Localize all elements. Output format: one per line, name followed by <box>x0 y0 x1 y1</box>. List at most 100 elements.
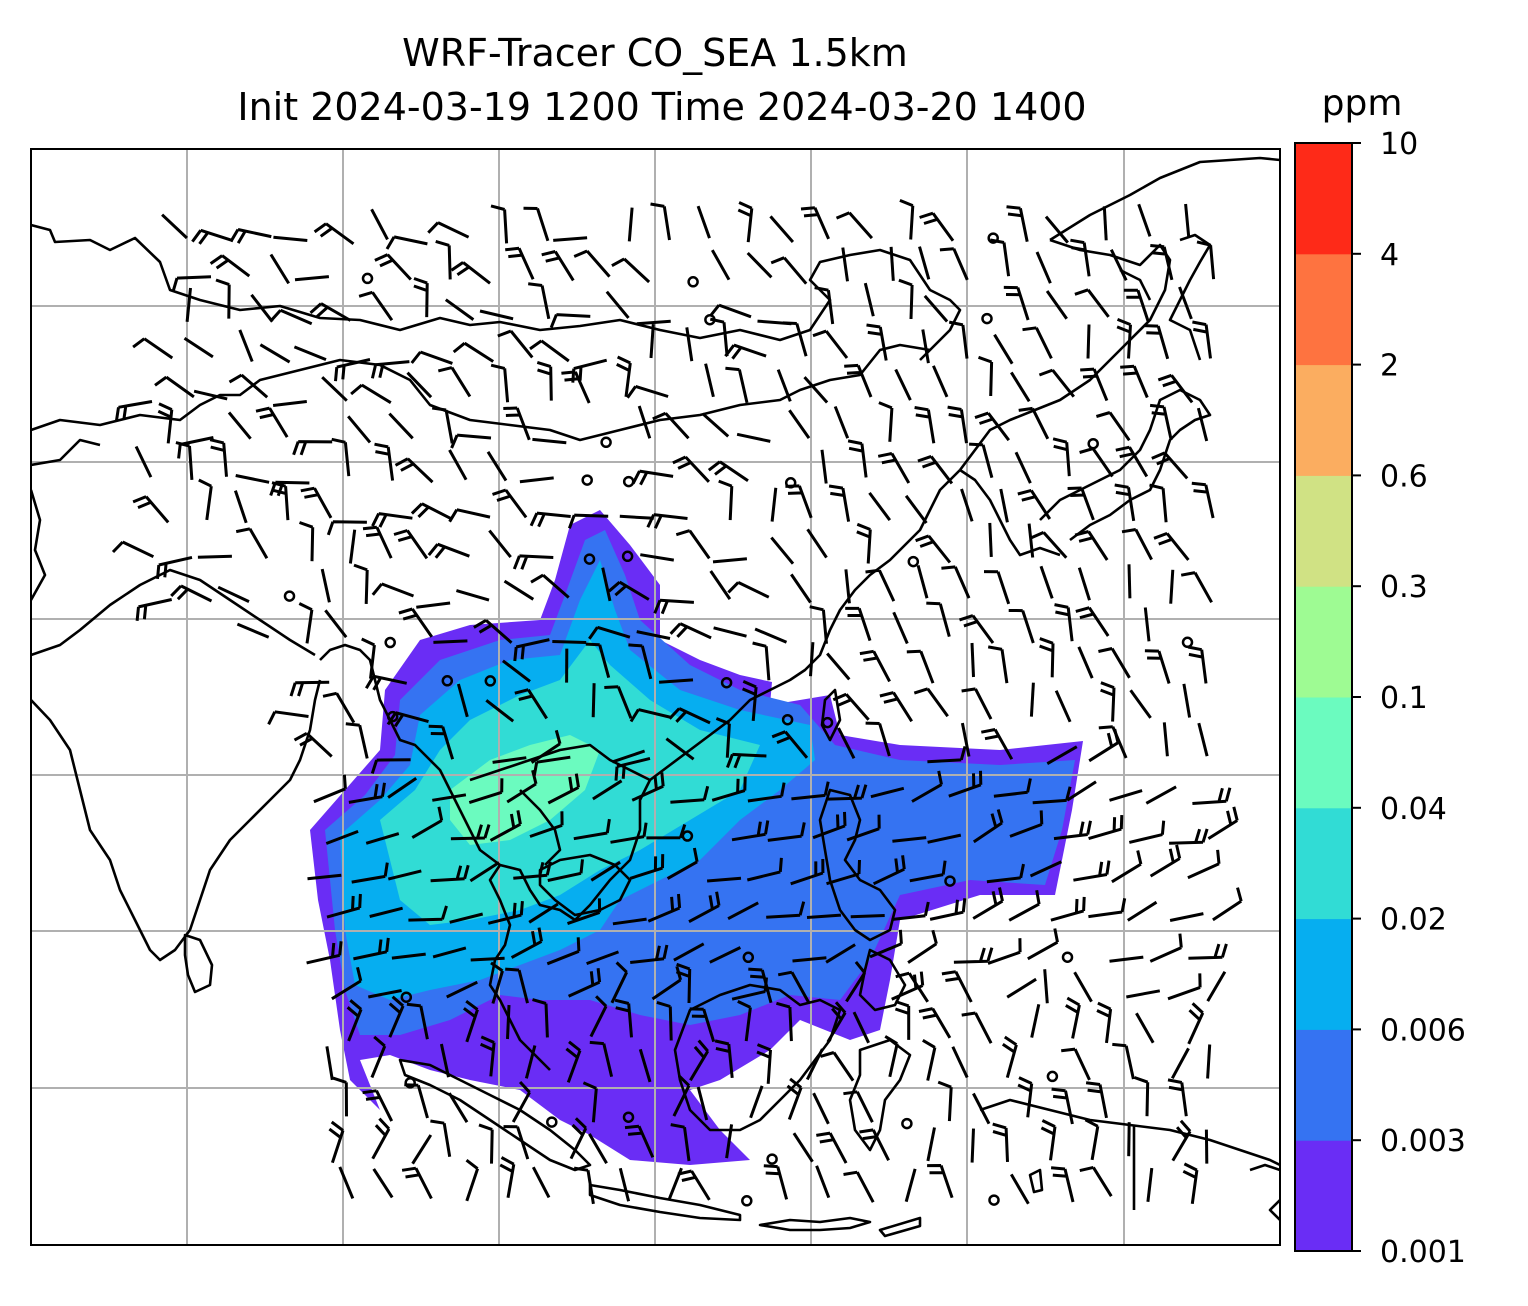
wind-barb <box>209 438 228 477</box>
wind-barb <box>770 256 808 285</box>
wind-barb <box>809 605 828 644</box>
wind-barb <box>1135 1012 1155 1044</box>
wind-barb <box>627 207 634 242</box>
wind-barb <box>490 204 509 244</box>
wind-barb <box>731 820 770 842</box>
wind-barb <box>1145 785 1177 805</box>
wind-barb <box>321 376 348 402</box>
wind-barb <box>549 313 591 329</box>
wind-barb <box>990 238 1011 277</box>
wind-barb <box>1084 1118 1100 1161</box>
calm-wind-marker <box>400 991 413 1003</box>
wind-barb <box>790 573 812 604</box>
wind-barb <box>941 970 973 1003</box>
wind-barb <box>675 962 692 1004</box>
wind-barb <box>1086 324 1091 359</box>
wind-barb <box>398 607 434 638</box>
wind-barb <box>1014 451 1032 484</box>
wind-barb <box>388 995 405 1038</box>
wind-barb <box>859 649 891 683</box>
wind-barb <box>601 567 612 602</box>
wind-barb <box>869 929 903 959</box>
wind-barb <box>228 373 269 399</box>
wind-barb <box>585 642 611 678</box>
wind-barb <box>528 282 551 320</box>
wind-barb <box>626 384 669 399</box>
wind-barb <box>404 1083 429 1119</box>
wind-barb <box>1079 447 1114 478</box>
wind-barb <box>638 1048 652 1083</box>
wind-barb <box>640 553 675 562</box>
colorbar-unit: ppm <box>1322 83 1403 124</box>
wind-barb <box>856 522 872 564</box>
wind-barb <box>413 277 429 318</box>
calm-wind-marker <box>622 1111 635 1123</box>
wind-barb <box>435 239 452 280</box>
wind-barb <box>1196 407 1209 442</box>
wind-barb <box>948 770 983 798</box>
wind-barb <box>473 619 513 644</box>
wind-barb <box>1073 860 1111 882</box>
wind-barb <box>1192 787 1232 805</box>
wind-barb <box>1187 849 1221 880</box>
wind-barb <box>988 522 993 557</box>
wind-barb <box>1149 483 1168 523</box>
wind-barb <box>430 864 470 883</box>
wind-barb <box>709 946 742 964</box>
wind-barb <box>1088 898 1127 919</box>
wind-barb <box>812 329 849 359</box>
wind-barb <box>987 938 1022 965</box>
wind-barb <box>505 246 535 280</box>
wind-barb <box>1167 973 1202 1001</box>
wind-barb <box>1022 326 1053 360</box>
wind-barb <box>111 540 155 559</box>
wind-barb <box>917 454 954 485</box>
wind-barb <box>406 1002 429 1040</box>
wind-barb <box>1162 722 1169 757</box>
calm-wind-marker <box>741 1195 753 1207</box>
wind-barb <box>631 772 665 802</box>
wind-barb <box>712 557 748 564</box>
calm-wind-marker <box>1181 636 1194 649</box>
wind-barb <box>792 1132 814 1163</box>
wind-barb <box>1167 1078 1188 1117</box>
wind-barb <box>592 779 623 801</box>
wind-barb <box>553 236 588 242</box>
wind-barb <box>812 1092 830 1125</box>
wind-barb <box>470 956 505 962</box>
wind-barb <box>175 441 194 481</box>
wind-barb <box>469 861 500 883</box>
wind-barb <box>437 366 472 398</box>
wind-barb <box>846 814 881 842</box>
wind-barb <box>1109 249 1128 281</box>
wind-barb <box>806 528 828 559</box>
wind-barb <box>636 319 671 326</box>
wind-barb <box>647 893 682 923</box>
wind-barb <box>273 235 308 242</box>
wind-barb <box>489 810 522 842</box>
wind-barb <box>670 1123 691 1162</box>
wind-barb <box>1050 896 1086 922</box>
wind-barb <box>653 598 694 615</box>
wind-barb <box>478 1123 494 1164</box>
calm-wind-marker <box>361 272 374 285</box>
wind-barb <box>618 1167 631 1202</box>
calm-wind-marker <box>600 436 612 449</box>
wind-barb <box>777 970 810 1003</box>
wind-barb <box>713 626 747 638</box>
wind-barb <box>450 433 492 449</box>
wind-barb <box>866 323 888 361</box>
colorbar-band <box>1295 586 1352 698</box>
calm-wind-marker <box>781 713 794 726</box>
wind-barb <box>630 944 669 964</box>
colorbar-tick-label: 0.1 <box>1380 681 1428 716</box>
wind-barb <box>362 1089 394 1122</box>
wind-barb <box>1077 567 1091 601</box>
wind-barb <box>530 729 562 764</box>
wind-barb <box>492 488 528 519</box>
wind-barb <box>767 822 806 842</box>
wind-barb <box>1073 971 1093 1003</box>
wind-barb <box>1121 528 1153 561</box>
wind-barb <box>916 565 929 599</box>
wind-barb <box>792 956 827 963</box>
